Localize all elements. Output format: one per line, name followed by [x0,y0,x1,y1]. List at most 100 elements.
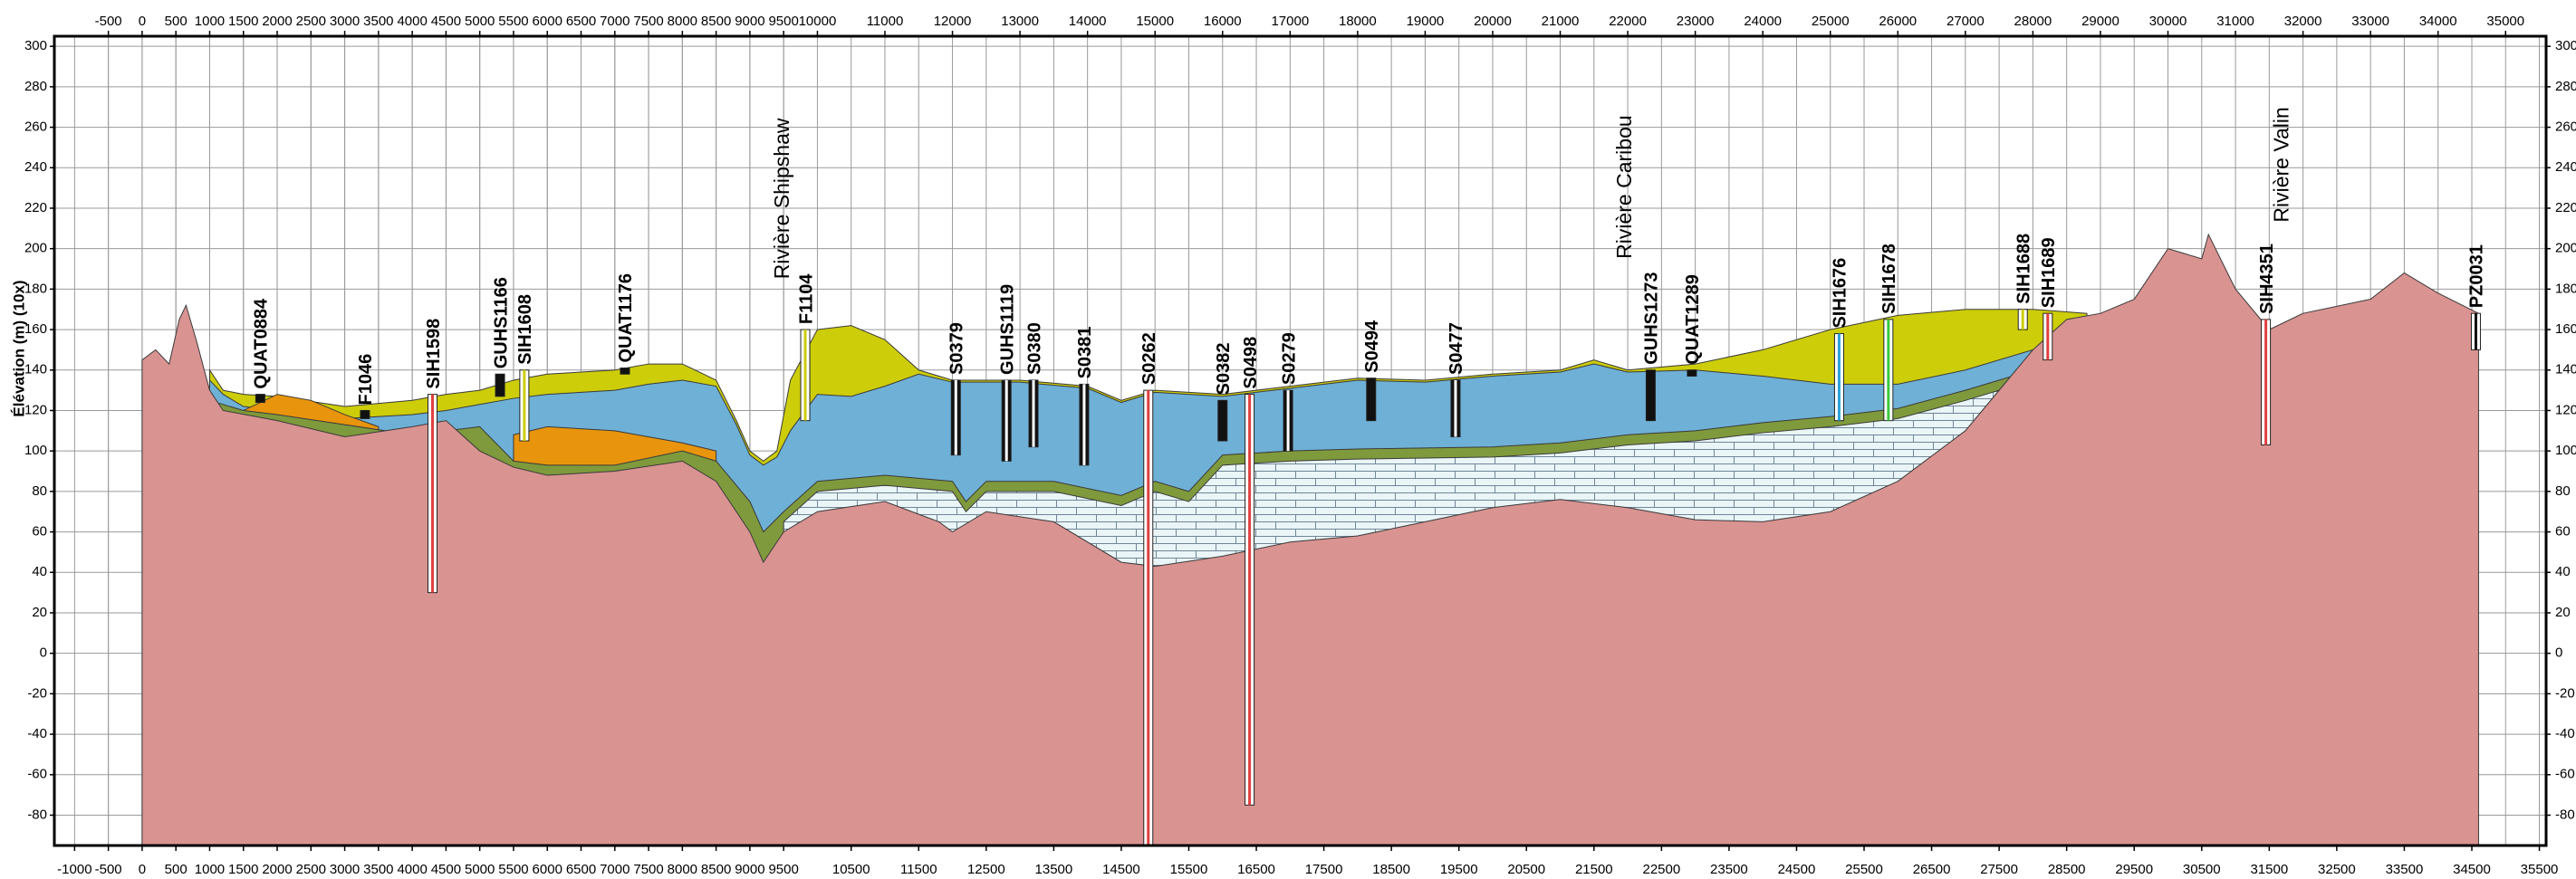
x-tick-label: 27500 [1980,862,2018,877]
x-tick-label: 27000 [1946,14,1985,29]
borehole-label: QUAT0884 [252,298,272,389]
x-tick-label: 35000 [2486,14,2524,29]
y-tick-label: 80 [32,483,47,499]
y-tick-label: 60 [32,524,47,540]
chart: Élévation (m) (10x) -80-80-60-60-40-40-2… [0,0,2576,879]
x-tick-label: 9000 [735,862,764,877]
x-tick-label: 2500 [296,862,326,877]
x-tick-label: 13500 [1035,862,1073,877]
borehole-label: S0380 [1024,322,1044,375]
x-tick-label: 28500 [2048,862,2086,877]
y-tick-label: 80 [2555,483,2571,499]
x-tick-label: 19000 [1407,14,1445,29]
x-tick-label: 34000 [2419,14,2457,29]
borehole-label: SIH1678 [1879,244,1899,314]
borehole-label: S0279 [1279,332,1299,385]
x-tick-label: 20000 [1474,14,1512,29]
x-tick-label: 7000 [600,14,630,29]
x-tick-label: 2000 [262,14,292,29]
x-tick-label: 28000 [2014,14,2052,29]
x-tick-label: 5500 [498,862,528,877]
y-tick-label: 260 [2555,119,2576,135]
y-tick-label: 120 [24,402,47,417]
x-tick-label: 33000 [2351,14,2389,29]
x-tick-label: 33500 [2386,862,2424,877]
x-tick-label: 23000 [1677,14,1715,29]
x-tick-label: 21000 [1542,14,1580,29]
x-tick-label: 8500 [701,862,731,877]
x-tick-label: 7500 [633,14,663,29]
borehole-label: SIH1688 [2014,234,2033,304]
x-tick-label: 8000 [668,14,697,29]
y-tick-label: 20 [2555,605,2571,620]
x-tick-label: 11500 [900,862,937,877]
y-tick-label: 40 [2555,564,2571,579]
x-tick-label: -500 [95,14,122,29]
x-tick-label: 5000 [465,862,495,877]
y-tick-label: -20 [2555,685,2575,701]
x-tick-label: 15500 [1170,862,1208,877]
y-axis-label: Élévation (m) (10x) [10,280,27,416]
y-tick-label: 280 [24,79,47,94]
y-tick-label: 100 [2555,443,2576,458]
y-tick-label: 280 [2555,79,2576,94]
y-tick-label: 300 [2555,38,2576,53]
x-tick-label: 17500 [1305,862,1343,877]
borehole-label: SIH1689 [2039,237,2059,308]
borehole-label: S0498 [1241,337,1261,389]
y-tick-label: 100 [24,443,47,458]
y-tick-label: -40 [2555,726,2575,741]
x-tick-label: 14500 [1102,862,1140,877]
river-label: Rivière Shipshaw [770,118,793,279]
borehole-label: QUAT1289 [1683,274,1703,365]
x-tick-label: 0 [139,862,146,877]
y-tick-label: -80 [27,807,47,822]
x-tick-label: 21500 [1575,862,1613,877]
x-tick-label: 31500 [2250,862,2288,877]
borehole-label: S0382 [1214,342,1234,395]
x-tick-label: 18000 [1339,14,1377,29]
x-tick-label: 7000 [600,862,630,877]
x-tick-label: 12500 [967,862,1005,877]
y-tick-label: -20 [27,685,47,701]
x-tick-label: 15000 [1136,14,1174,29]
borehole-label: SIH1676 [1831,258,1850,329]
x-tick-label: 30500 [2183,862,2221,877]
x-tick-label: -1000 [57,862,91,877]
x-tick-label: 2500 [296,14,326,29]
x-tick-label: 12000 [934,14,972,29]
x-tick-label: 16500 [1237,862,1275,877]
x-tick-label: 9500 [768,14,798,29]
borehole-label: F1046 [356,354,376,406]
y-tick-label: 240 [24,159,47,175]
x-tick-label: 26500 [1913,862,1951,877]
borehole-label: GUHS1273 [1642,272,1662,364]
x-tick-label: 1500 [228,862,258,877]
y-tick-label: 240 [2555,159,2576,175]
x-tick-label: 13000 [1001,14,1039,29]
y-tick-label: 120 [2555,402,2576,417]
y-tick-label: 140 [2555,362,2576,377]
x-tick-label: 3000 [330,862,360,877]
borehole-label: GUHS1119 [997,284,1017,375]
borehole-label: S0379 [947,322,967,375]
y-tick-label: 160 [24,321,47,337]
borehole-label: SIH4351 [2257,244,2277,314]
y-tick-label: 200 [24,241,47,256]
x-tick-label: 32000 [2284,14,2322,29]
y-tick-label: 0 [2555,645,2562,661]
x-tick-label: 1000 [195,862,225,877]
x-tick-label: 500 [165,862,187,877]
borehole-label: S0494 [1362,320,1382,373]
borehole-label: S0477 [1447,322,1466,375]
y-tick-label: 60 [2555,524,2571,540]
borehole-label: SIH1608 [515,294,535,365]
y-tick-label: -60 [2555,767,2575,782]
y-tick-label: 160 [2555,321,2576,337]
x-tick-label: 4000 [397,862,427,877]
borehole-label: F1104 [796,273,816,324]
x-tick-label: 17000 [1271,14,1309,29]
x-tick-label: 5000 [465,14,495,29]
x-tick-label: 14000 [1069,14,1107,29]
x-tick-label: 31000 [2216,14,2254,29]
